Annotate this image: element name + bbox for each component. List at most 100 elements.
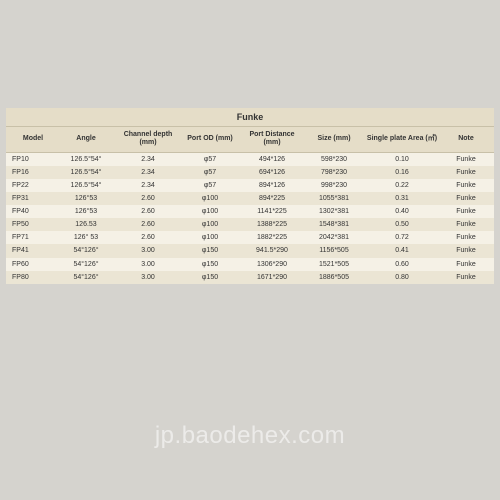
col-port-od: Port OD (mm): [180, 127, 240, 152]
cell: φ150: [180, 258, 240, 271]
table-header: Model Angle Channel depth (mm) Port OD (…: [6, 127, 494, 153]
cell: Funke: [440, 205, 492, 218]
col-size: Size (mm): [304, 127, 364, 152]
cell: Funke: [440, 244, 492, 257]
cell: FP22: [6, 179, 56, 192]
cell: φ150: [180, 244, 240, 257]
cell: 0.31: [364, 192, 440, 205]
cell: 0.16: [364, 166, 440, 179]
cell: FP16: [6, 166, 56, 179]
col-note: Note: [440, 127, 492, 152]
cell: 1156*505: [304, 244, 364, 257]
cell: 894*225: [240, 192, 304, 205]
cell: FP60: [6, 258, 56, 271]
cell: 1671*290: [240, 271, 304, 284]
cell: Funke: [440, 258, 492, 271]
cell: φ57: [180, 179, 240, 192]
cell: 3.00: [116, 244, 180, 257]
cell: 0.60: [364, 258, 440, 271]
cell: 598*230: [304, 153, 364, 166]
cell: 126.5°54°: [56, 153, 116, 166]
cell: 941.5*290: [240, 244, 304, 257]
cell: 0.50: [364, 218, 440, 231]
col-angle: Angle: [56, 127, 116, 152]
table-row: FP71126° 532.60φ1001882*2252042*3810.72F…: [6, 231, 494, 244]
cell: 0.41: [364, 244, 440, 257]
cell: 2.34: [116, 166, 180, 179]
cell: 2.60: [116, 192, 180, 205]
cell: Funke: [440, 192, 492, 205]
table-row: FP4154°126°3.00φ150941.5*2901156*5050.41…: [6, 244, 494, 257]
cell: φ150: [180, 271, 240, 284]
table-body: FP10126.5°54°2.34φ57494*126598*2300.10Fu…: [6, 153, 494, 284]
cell: 126.5°54°: [56, 179, 116, 192]
cell: FP10: [6, 153, 56, 166]
cell: 494*126: [240, 153, 304, 166]
table-row: FP8054°126°3.00φ1501671*2901886*5050.80F…: [6, 271, 494, 284]
col-model: Model: [6, 127, 56, 152]
cell: φ100: [180, 231, 240, 244]
cell: 2.34: [116, 179, 180, 192]
cell: 2.60: [116, 218, 180, 231]
cell: 126.53: [56, 218, 116, 231]
cell: 2.34: [116, 153, 180, 166]
table-row: FP16126.5°54°2.34φ57694*126798*2300.16Fu…: [6, 166, 494, 179]
cell: 126°53: [56, 205, 116, 218]
table-row: FP50126.532.60φ1001388*2251548*3810.50Fu…: [6, 218, 494, 231]
table-row: FP40126°532.60φ1001141*2251302*3810.40Fu…: [6, 205, 494, 218]
cell: FP80: [6, 271, 56, 284]
cell: 126°53: [56, 192, 116, 205]
cell: 1306*290: [240, 258, 304, 271]
table-row: FP6054°126°3.00φ1501306*2901521*5050.60F…: [6, 258, 494, 271]
cell: 1141*225: [240, 205, 304, 218]
cell: 1521*505: [304, 258, 364, 271]
cell: φ100: [180, 205, 240, 218]
cell: 1388*225: [240, 218, 304, 231]
cell: FP40: [6, 205, 56, 218]
table-row: FP31126°532.60φ100894*2251055*3810.31Fun…: [6, 192, 494, 205]
cell: φ100: [180, 218, 240, 231]
cell: Funke: [440, 231, 492, 244]
cell: 1055*381: [304, 192, 364, 205]
col-port-distance: Port Distance (mm): [240, 127, 304, 152]
col-channel-depth: Channel depth (mm): [116, 127, 180, 152]
cell: Funke: [440, 153, 492, 166]
cell: 0.22: [364, 179, 440, 192]
cell: 1302*381: [304, 205, 364, 218]
cell: 0.40: [364, 205, 440, 218]
cell: Funke: [440, 271, 492, 284]
table-title: Funke: [6, 108, 494, 127]
cell: 3.00: [116, 258, 180, 271]
cell: 54°126°: [56, 271, 116, 284]
watermark: jp.baodehex.com: [0, 422, 500, 450]
cell: 998*230: [304, 179, 364, 192]
cell: 1548*381: [304, 218, 364, 231]
cell: FP31: [6, 192, 56, 205]
cell: φ57: [180, 166, 240, 179]
cell: 0.10: [364, 153, 440, 166]
cell: 2.60: [116, 231, 180, 244]
cell: 0.80: [364, 271, 440, 284]
cell: 0.72: [364, 231, 440, 244]
cell: φ57: [180, 153, 240, 166]
cell: 694*126: [240, 166, 304, 179]
cell: 1882*225: [240, 231, 304, 244]
cell: Funke: [440, 179, 492, 192]
cell: 1886*505: [304, 271, 364, 284]
cell: 3.00: [116, 271, 180, 284]
cell: FP41: [6, 244, 56, 257]
spec-table: Funke Model Angle Channel depth (mm) Por…: [6, 108, 494, 284]
col-single-plate-area: Single plate Area (㎡): [364, 127, 440, 152]
cell: 126° 53: [56, 231, 116, 244]
cell: 2.60: [116, 205, 180, 218]
cell: 894*126: [240, 179, 304, 192]
table-row: FP22126.5°54°2.34φ57894*126998*2300.22Fu…: [6, 179, 494, 192]
cell: 126.5°54°: [56, 166, 116, 179]
cell: Funke: [440, 166, 492, 179]
cell: 798*230: [304, 166, 364, 179]
cell: 54°126°: [56, 244, 116, 257]
cell: Funke: [440, 218, 492, 231]
cell: φ100: [180, 192, 240, 205]
cell: 2042*381: [304, 231, 364, 244]
cell: 54°126°: [56, 258, 116, 271]
